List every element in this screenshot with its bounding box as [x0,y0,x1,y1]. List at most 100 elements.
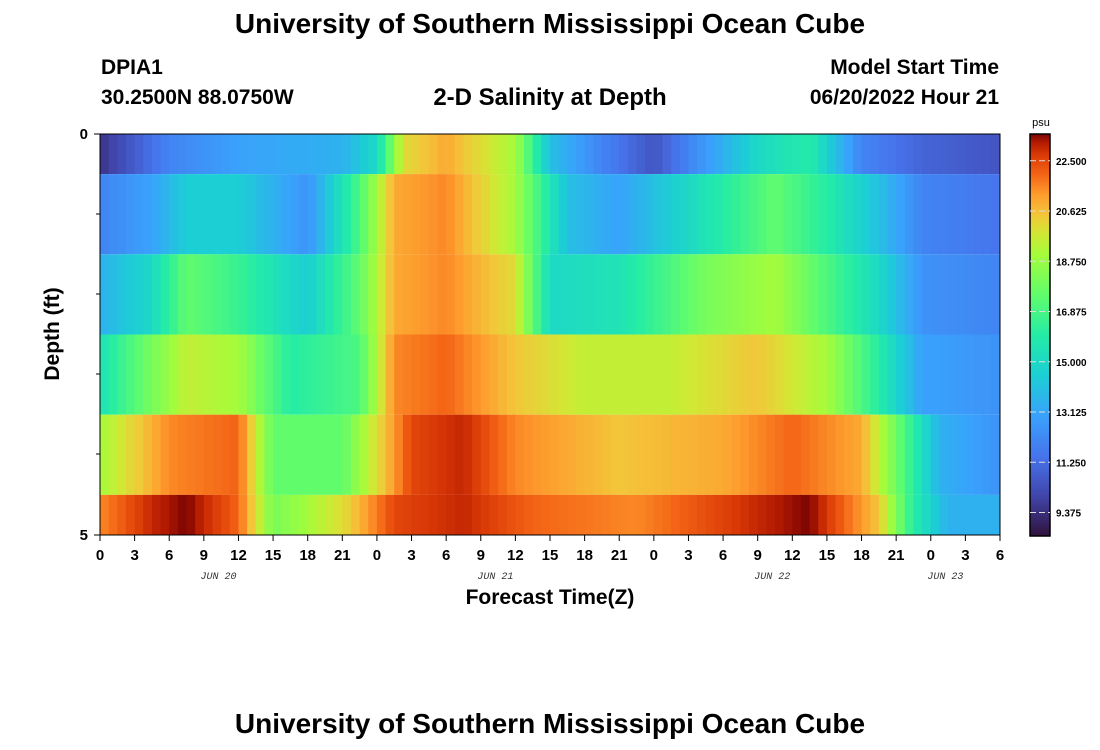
heatmap-cell [714,174,724,255]
page-title: University of Southern Mississippi Ocean… [234,8,866,39]
heatmap-cell [610,414,620,495]
heatmap-cell [766,414,776,495]
heatmap-cell [385,134,395,175]
heatmap-cell [532,134,542,175]
heatmap-cell [731,174,741,255]
heatmap-cell [939,254,949,335]
x-tick-label: 6 [442,547,450,564]
heatmap-cell [627,334,638,415]
heatmap-cell [212,134,222,175]
heatmap-cell [679,334,690,415]
heatmap-cell [982,334,992,415]
heatmap-cell [169,494,179,535]
heatmap-cell [930,414,941,495]
heatmap-cell [809,174,819,255]
heatmap-cell [195,414,205,495]
heatmap-cell [151,334,162,415]
heatmap-cell [238,174,248,255]
heatmap-cell [402,494,413,535]
heatmap-cell [731,134,741,175]
heatmap-cell [437,254,447,335]
heatmap-cell [480,414,491,495]
heatmap-cell [991,494,1000,535]
x-tick-label: 12 [230,547,247,564]
heatmap-cell [472,494,482,535]
heatmap-cell [255,174,266,255]
heatmap-cell [437,494,447,535]
heatmap-cell [775,174,785,255]
heatmap-cell [411,134,421,175]
heatmap-cell [991,334,1000,415]
heatmap-cell [325,134,335,175]
heatmap-cell [878,254,889,335]
heatmap-cell [861,334,871,415]
heatmap-cell [325,174,335,255]
heatmap-cell [446,254,456,335]
heatmap-cell [835,134,845,175]
heatmap-cell [117,134,127,175]
heatmap-cell [368,134,378,175]
heatmap-cell [783,254,793,335]
y-axis: 0 5 [80,126,100,544]
heatmap-cell [896,174,906,255]
heatmap-cell [160,414,170,495]
heatmap-cell [705,494,716,535]
heatmap-cell [195,494,205,535]
heatmap-cell [792,494,802,535]
heatmap-cell [723,134,733,175]
heatmap-cell [264,334,274,415]
heatmap-cell [965,254,975,335]
heatmap-cell [870,134,880,175]
heatmap-cell [679,134,690,175]
heatmap-cell [749,334,759,415]
heatmap-cell [264,134,274,175]
heatmap-cell [645,134,655,175]
heatmap-cell [965,174,975,255]
heatmap-cell [627,494,638,535]
heatmap-cell [454,174,465,255]
heatmap-cell [679,174,690,255]
heatmap-cell [273,494,283,535]
heatmap-cell [645,414,655,495]
heatmap-cell [584,414,594,495]
heatmap-cell [169,254,179,335]
y-tick-label-top: 0 [80,126,88,143]
station-coords: 30.2500N 88.0750W [101,86,294,109]
heatmap-cell [723,334,733,415]
heatmap-cell [878,334,889,415]
heatmap-cell [342,494,352,535]
heatmap-cell [437,134,447,175]
x-tick-label: 6 [996,547,1004,564]
heatmap-cell [480,254,491,335]
heatmap-cell [134,414,144,495]
heatmap-cell [645,334,655,415]
heatmap-cell [766,174,776,255]
heatmap-cell [671,494,681,535]
heatmap-cell [775,134,785,175]
heatmap-cell [333,494,343,535]
heatmap-cell [567,334,577,415]
heatmap-cell [420,414,430,495]
heatmap-cell [402,334,413,415]
heatmap-cell [498,414,508,495]
x-axis-label: Forecast Time(Z) [466,586,635,609]
heatmap-cell [974,494,984,535]
heatmap-cell [134,494,144,535]
heatmap-cell [593,134,603,175]
heatmap-cell [376,134,387,175]
heatmap-cell [948,494,958,535]
heatmap-cell [273,334,283,415]
heatmap-cell [437,334,447,415]
heatmap-cell [299,414,309,495]
heatmap-cell [108,334,118,415]
heatmap-cell [498,174,508,255]
heatmap-cell [177,414,188,495]
heatmap-cell [887,494,897,535]
heatmap-cell [368,254,378,335]
heatmap-cell [792,334,802,415]
heatmap-cell [852,334,863,415]
heatmap-cell [852,254,863,335]
heatmap-cell [757,134,767,175]
heatmap-cell [446,494,456,535]
heatmap-cell [333,254,343,335]
